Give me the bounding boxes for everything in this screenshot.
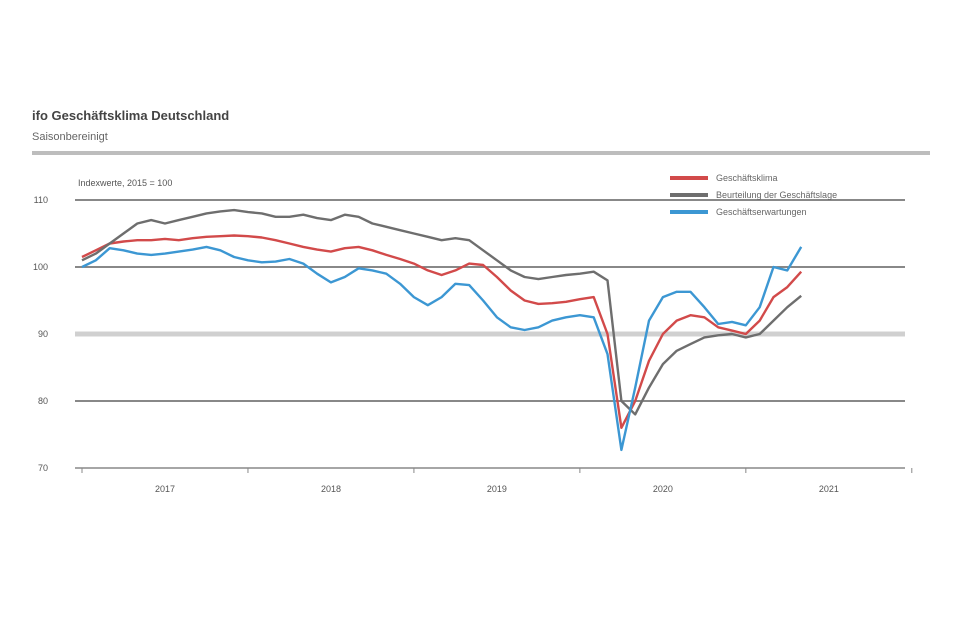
y-tick-label: 100 bbox=[33, 262, 48, 272]
chart-title: ifo Geschäftsklima Deutschland bbox=[32, 108, 230, 123]
x-tick-label: 2020 bbox=[653, 484, 673, 494]
x-tick-label: 2021 bbox=[819, 484, 839, 494]
y-tick-label: 70 bbox=[38, 463, 48, 473]
legend-label-1: Beurteilung der Geschäftslage bbox=[716, 190, 837, 200]
legend-label-2: Geschäftserwartungen bbox=[716, 207, 807, 217]
index-annotation: Indexwerte, 2015 = 100 bbox=[78, 178, 172, 188]
series-line-0 bbox=[81, 234, 803, 429]
series-line-2 bbox=[81, 245, 803, 452]
chart-subtitle: Saisonbereinigt bbox=[32, 131, 108, 143]
series-line-1 bbox=[81, 208, 802, 416]
y-tick-label: 90 bbox=[38, 329, 48, 339]
title-rule bbox=[32, 151, 930, 155]
y-tick-label: 80 bbox=[38, 396, 48, 406]
legend-label-0: Geschäftsklima bbox=[716, 173, 778, 183]
x-tick-label: 2019 bbox=[487, 484, 507, 494]
x-tick-label: 2018 bbox=[321, 484, 341, 494]
x-tick-label: 2017 bbox=[155, 484, 175, 494]
y-tick-label: 110 bbox=[34, 195, 48, 205]
